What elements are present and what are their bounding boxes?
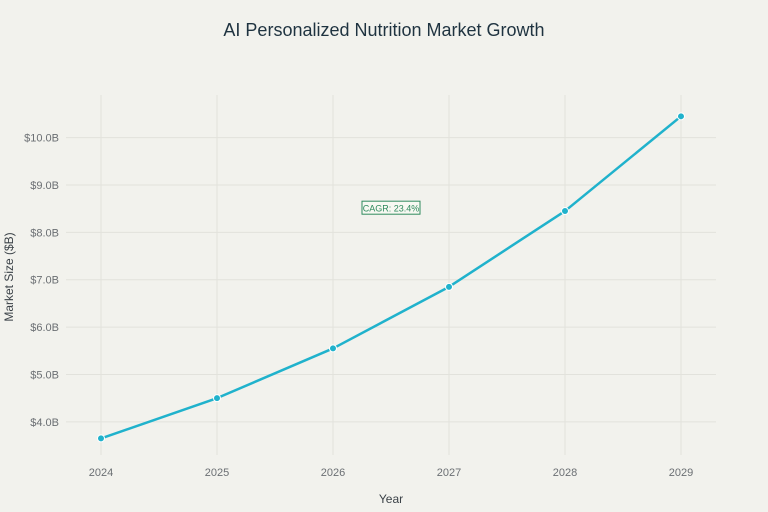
data-point bbox=[677, 112, 685, 121]
y-tick-label: $8.0B bbox=[30, 227, 59, 239]
series-line bbox=[99, 115, 683, 440]
x-tick-label: 2025 bbox=[205, 467, 229, 479]
cagr-annotation: CAGR: 23.4% bbox=[363, 204, 420, 214]
data-point bbox=[561, 207, 569, 216]
x-tick-label: 2026 bbox=[321, 467, 345, 479]
x-tick-label: 2024 bbox=[89, 467, 113, 479]
y-tick-label: $5.0B bbox=[30, 369, 59, 381]
chart-title: AI Personalized Nutrition Market Growth bbox=[223, 20, 545, 40]
y-tick-label: $9.0B bbox=[30, 180, 59, 192]
data-point bbox=[213, 394, 221, 403]
y-axis-title: Market Size ($B) bbox=[2, 232, 16, 321]
data-point bbox=[97, 434, 105, 443]
y-tick-label: $6.0B bbox=[30, 322, 59, 334]
y-tick-label: $7.0B bbox=[30, 275, 59, 287]
x-axis-title: Year bbox=[379, 492, 403, 506]
x-tick-label: 2029 bbox=[669, 467, 693, 479]
y-tick-label: $4.0B bbox=[30, 417, 59, 429]
data-point bbox=[445, 282, 453, 291]
data-point bbox=[329, 344, 337, 353]
y-tick-label: $10.0B bbox=[24, 133, 59, 145]
x-tick-label: 2027 bbox=[437, 467, 461, 479]
cagr-annotation-box bbox=[361, 200, 421, 215]
x-tick-label: 2028 bbox=[553, 467, 577, 479]
